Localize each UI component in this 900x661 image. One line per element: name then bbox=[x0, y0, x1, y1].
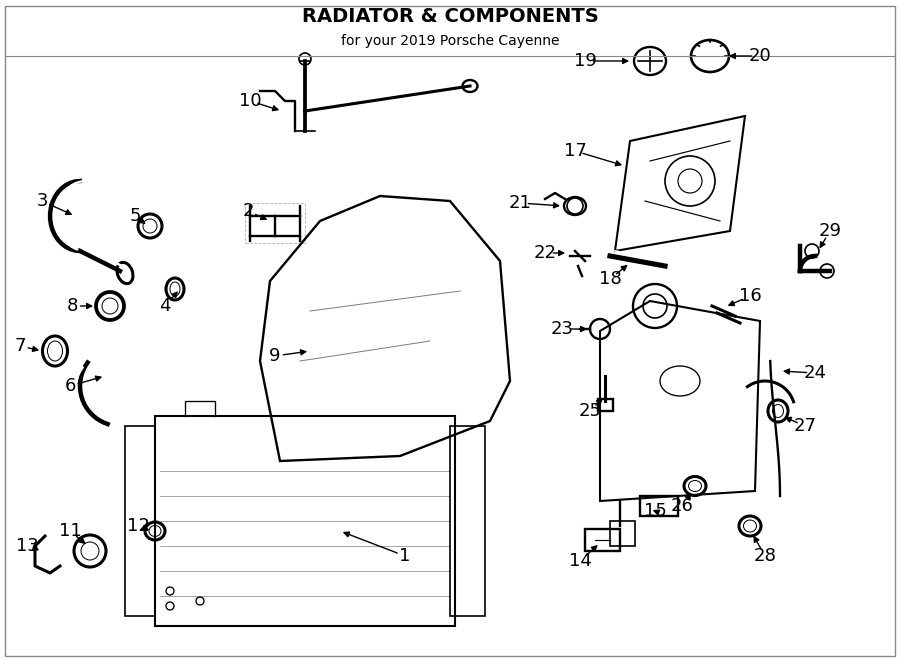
Text: 26: 26 bbox=[670, 497, 693, 515]
Text: 18: 18 bbox=[598, 270, 621, 288]
Text: 12: 12 bbox=[127, 517, 149, 535]
Text: 24: 24 bbox=[804, 364, 826, 382]
Text: 9: 9 bbox=[269, 347, 281, 365]
Text: 21: 21 bbox=[508, 194, 531, 212]
Bar bbox=[640, 496, 678, 516]
Text: 28: 28 bbox=[753, 547, 777, 565]
Text: 4: 4 bbox=[159, 297, 171, 315]
Text: 23: 23 bbox=[551, 320, 573, 338]
Text: 2: 2 bbox=[242, 202, 254, 220]
Text: RADIATOR & COMPONENTS: RADIATOR & COMPONENTS bbox=[302, 7, 598, 26]
Text: 13: 13 bbox=[15, 537, 39, 555]
Text: 7: 7 bbox=[14, 337, 26, 355]
Text: 14: 14 bbox=[569, 552, 591, 570]
Text: 5: 5 bbox=[130, 207, 140, 225]
Text: for your 2019 Porsche Cayenne: for your 2019 Porsche Cayenne bbox=[341, 34, 559, 48]
Text: 20: 20 bbox=[749, 47, 771, 65]
Bar bbox=[450, 426, 485, 616]
Text: 19: 19 bbox=[573, 52, 597, 70]
Text: 15: 15 bbox=[644, 502, 666, 520]
Text: 8: 8 bbox=[67, 297, 77, 315]
Text: 6: 6 bbox=[64, 377, 76, 395]
Text: 29: 29 bbox=[818, 222, 842, 240]
Text: 27: 27 bbox=[794, 417, 816, 435]
Bar bbox=[598, 399, 613, 411]
Text: 3: 3 bbox=[36, 192, 48, 210]
Bar bbox=[155, 416, 455, 626]
Text: 25: 25 bbox=[579, 402, 601, 420]
Text: 11: 11 bbox=[58, 522, 81, 540]
Text: 22: 22 bbox=[534, 244, 556, 262]
Text: 16: 16 bbox=[739, 287, 761, 305]
Bar bbox=[585, 529, 620, 551]
Text: 10: 10 bbox=[238, 92, 261, 110]
Bar bbox=[610, 521, 635, 546]
Text: 17: 17 bbox=[563, 142, 587, 160]
Text: 1: 1 bbox=[400, 547, 410, 565]
Bar bbox=[125, 426, 155, 616]
